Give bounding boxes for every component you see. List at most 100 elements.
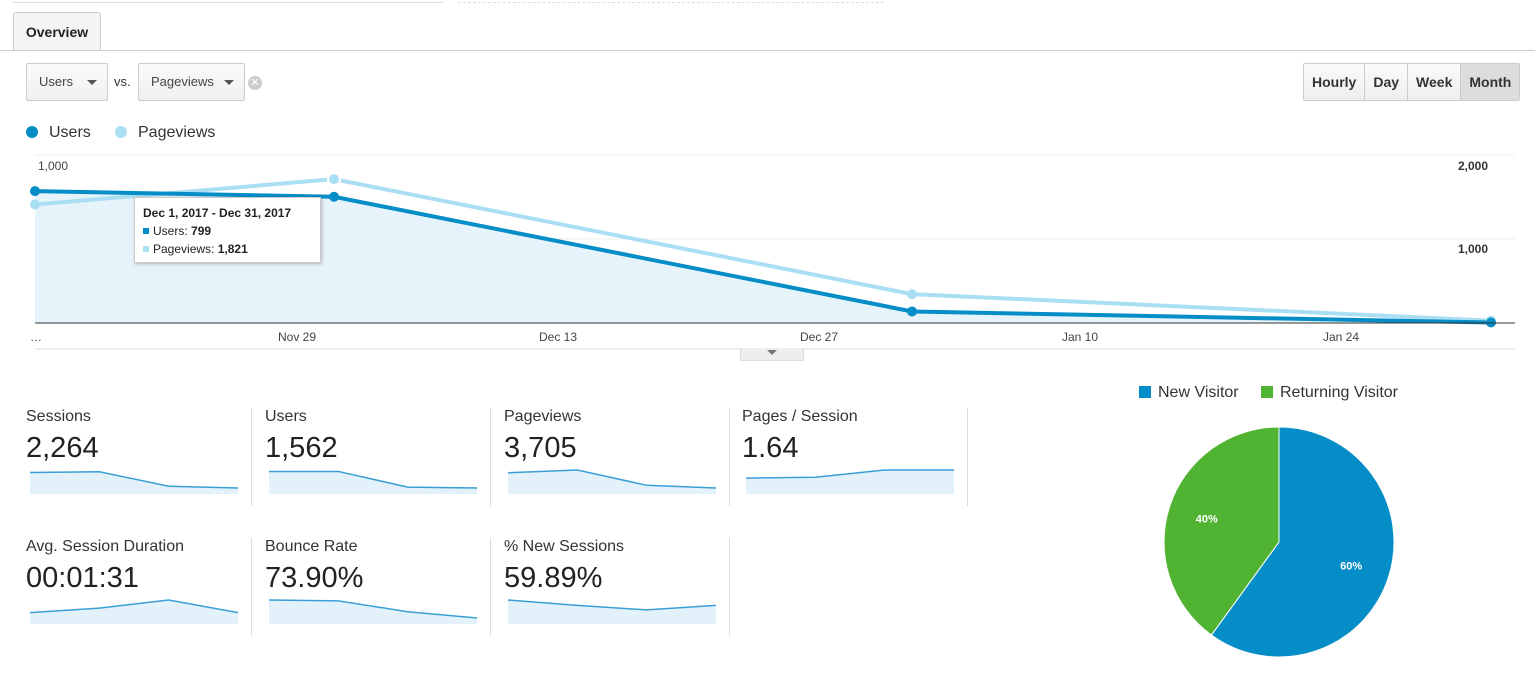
- metric-value: 1.64: [742, 432, 799, 464]
- sparkline-line: [269, 470, 478, 489]
- sparkline-line: [507, 599, 717, 611]
- divider: [490, 408, 491, 506]
- clear-comparison-icon[interactable]: ✕: [248, 76, 262, 90]
- new-visitor-legend-square: [1139, 386, 1151, 398]
- week-button[interactable]: Week: [1408, 64, 1462, 100]
- day-button[interactable]: Day: [1365, 64, 1409, 100]
- vs-label: vs.: [114, 74, 131, 89]
- metric2-dropdown[interactable]: Pageviews: [138, 63, 245, 101]
- sparkline: [29, 471, 239, 494]
- sparkline-line: [507, 469, 717, 489]
- tooltip-pageviews-label: Pageviews:: [153, 242, 215, 256]
- users-point: [907, 306, 917, 317]
- pageviews-square-icon: [143, 246, 149, 252]
- pie-legend-label: Returning Visitor: [1280, 384, 1398, 401]
- metric-value: 3,705: [504, 432, 577, 464]
- y-tick-label-left: 1,000: [38, 159, 68, 173]
- sparkline-line: [268, 599, 478, 619]
- sparkline-line: [29, 471, 239, 489]
- y-tick-label-right: 1,000: [1458, 242, 1488, 256]
- tab-overview[interactable]: Overview: [13, 12, 101, 50]
- metric-value: 59.89%: [504, 562, 603, 594]
- metric-label: Bounce Rate: [265, 538, 358, 555]
- granularity-toggle: Hourly Day Week Month: [1303, 63, 1521, 101]
- pie-legend-returning-visitor[interactable]: Returning Visitor: [1261, 384, 1398, 402]
- tooltip-users-label: Users:: [153, 224, 188, 238]
- divider: [251, 408, 252, 506]
- legend-pageviews-label: Pageviews: [138, 124, 216, 141]
- x-tick-label: …: [30, 330, 42, 344]
- sparkline: [269, 470, 478, 494]
- x-tick-label: Nov 29: [278, 330, 316, 344]
- visitor-type-pie-chart[interactable]: 60% 40%: [1163, 426, 1395, 658]
- hourly-button[interactable]: Hourly: [1304, 64, 1366, 100]
- tooltip-users-row: Users: 799: [143, 222, 312, 240]
- pageviews-point: [327, 172, 341, 187]
- pageviews-legend-dot: [115, 126, 127, 138]
- metric-pages-per-session[interactable]: Pages / Session 1.64: [742, 408, 981, 508]
- users-square-icon: [143, 228, 149, 234]
- sparkline-area: [508, 600, 716, 624]
- chevron-down-icon: [224, 80, 234, 85]
- users-point: [30, 186, 40, 197]
- sparkline-area: [508, 470, 716, 494]
- divider: [251, 538, 252, 636]
- metric-sessions[interactable]: Sessions 2,264: [26, 408, 265, 508]
- legend-users-label: Users: [49, 124, 91, 141]
- top-field-left: [13, 0, 443, 3]
- sparkline: [268, 599, 478, 624]
- metric-label: Sessions: [26, 408, 91, 425]
- legend-pageviews[interactable]: Pageviews: [115, 124, 215, 142]
- metric1-dropdown[interactable]: Users: [26, 63, 108, 101]
- sparkline-area: [269, 600, 477, 624]
- chevron-down-icon: [767, 350, 777, 355]
- metric-pageviews[interactable]: Pageviews 3,705: [504, 408, 743, 508]
- x-tick-label: Dec 13: [539, 330, 577, 344]
- pageviews-series-line: [34, 177, 1492, 323]
- chart-tooltip: Dec 1, 2017 - Dec 31, 2017 Users: 799 Pa…: [134, 197, 321, 263]
- users-legend-dot: [26, 126, 38, 138]
- x-tick-label: Dec 27: [800, 330, 838, 344]
- pie-slice: [1163, 426, 1280, 636]
- sparkline-line: [29, 599, 239, 614]
- tooltip-pageviews-row: Pageviews: 1,821: [143, 240, 312, 258]
- tooltip-title: Dec 1, 2017 - Dec 31, 2017: [143, 206, 292, 220]
- pie-legend-new-visitor[interactable]: New Visitor: [1139, 384, 1239, 402]
- sparkline: [29, 599, 239, 624]
- metric-label: Pageviews: [504, 408, 582, 425]
- sparkline-area: [746, 470, 954, 494]
- sparkline: [745, 469, 954, 494]
- metric-avg-session-duration[interactable]: Avg. Session Duration 00:01:31: [26, 538, 265, 638]
- metric-bounce-rate[interactable]: Bounce Rate 73.90%: [265, 538, 504, 638]
- sparkline-area: [30, 600, 238, 624]
- metric-label: Avg. Session Duration: [26, 538, 185, 555]
- chevron-down-icon: [87, 80, 97, 85]
- pageviews-point: [30, 199, 40, 210]
- metric-value: 2,264: [26, 432, 99, 464]
- metric-new-sessions[interactable]: % New Sessions 59.89%: [504, 538, 743, 638]
- tooltip-users-value: 799: [191, 224, 212, 238]
- pie-legend-label: New Visitor: [1158, 384, 1239, 401]
- sparkline: [507, 469, 717, 494]
- metric1-label: Users: [39, 74, 73, 89]
- metric-users[interactable]: Users 1,562: [265, 408, 504, 508]
- pageviews-point: [907, 289, 917, 300]
- legend-users[interactable]: Users: [26, 124, 91, 142]
- metric-label: Users: [265, 408, 307, 425]
- divider: [490, 538, 491, 636]
- metric-label: Pages / Session: [742, 408, 858, 425]
- x-tick-label: Jan 24: [1323, 330, 1359, 344]
- month-button[interactable]: Month: [1461, 64, 1520, 100]
- metric2-label: Pageviews: [151, 74, 214, 89]
- chart-expand-toggle[interactable]: [740, 348, 804, 361]
- pie-slice-label: 60%: [1340, 560, 1362, 572]
- divider: [729, 408, 730, 506]
- sparkline-area: [269, 471, 477, 494]
- users-point: [329, 191, 339, 202]
- sparkline: [507, 599, 717, 624]
- pie-slice-label: 40%: [1196, 514, 1218, 526]
- divider: [967, 408, 968, 506]
- users-series-line: [34, 189, 1492, 325]
- sparkline-line: [745, 469, 954, 479]
